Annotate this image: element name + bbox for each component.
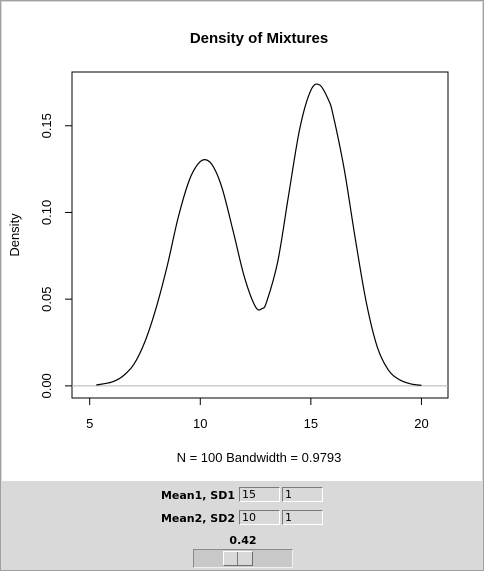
x-axis: 5 10 15 20	[86, 398, 429, 431]
x-tick-label: 15	[304, 416, 318, 431]
y-axis-label: Density	[7, 213, 22, 257]
bandwidth-slider[interactable]	[193, 549, 293, 568]
mean1-input[interactable]: 15	[239, 487, 280, 502]
y-tick-label: 0.00	[39, 373, 54, 398]
slider-thumb[interactable]	[223, 551, 253, 566]
density-curve	[96, 83, 422, 386]
x-tick-label: 5	[86, 416, 93, 431]
y-tick-label: 0.15	[39, 113, 54, 138]
plot-frame	[71, 71, 449, 399]
sd2-input[interactable]: 1	[282, 510, 323, 525]
mean2-input[interactable]: 10	[239, 510, 280, 525]
y-tick-label: 0.10	[39, 200, 54, 225]
density-plot: Density of Mixtures 5 10 15 20 0.00 0.05 0.10…	[7, 30, 449, 465]
slider-value-label: 0.42	[229, 534, 257, 547]
x-tick-label: 20	[414, 416, 428, 431]
mean1-sd1-label: Mean1, SD1	[160, 489, 235, 502]
mean2-sd2-label: Mean2, SD2	[160, 512, 235, 525]
plot-area: Density of Mixtures 5 10 15 20 0.00 0.05 0.10…	[2, 2, 482, 481]
x-axis-label: N = 100 Bandwidth = 0.9793	[177, 450, 342, 465]
sd1-input[interactable]: 1	[282, 487, 323, 502]
y-tick-label: 0.05	[39, 287, 54, 312]
x-tick-label: 10	[193, 416, 207, 431]
y-axis: 0.00 0.05 0.10 0.15	[39, 113, 72, 399]
chart-title: Density of Mixtures	[190, 30, 328, 47]
